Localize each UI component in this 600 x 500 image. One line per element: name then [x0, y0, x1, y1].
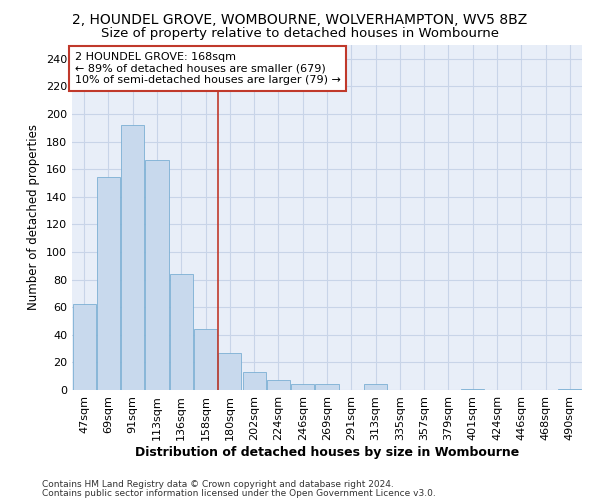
Bar: [316, 384, 338, 390]
X-axis label: Distribution of detached houses by size in Wombourne: Distribution of detached houses by size …: [135, 446, 519, 458]
Bar: [267, 380, 290, 390]
Bar: [145, 160, 169, 390]
Bar: [73, 304, 95, 390]
Bar: [559, 388, 581, 390]
Text: 2 HOUNDEL GROVE: 168sqm
← 89% of detached houses are smaller (679)
10% of semi-d: 2 HOUNDEL GROVE: 168sqm ← 89% of detache…: [74, 52, 340, 85]
Bar: [121, 125, 144, 390]
Bar: [194, 330, 217, 390]
Text: Contains HM Land Registry data © Crown copyright and database right 2024.: Contains HM Land Registry data © Crown c…: [42, 480, 394, 489]
Bar: [291, 384, 314, 390]
Text: Size of property relative to detached houses in Wombourne: Size of property relative to detached ho…: [101, 28, 499, 40]
Text: Contains public sector information licensed under the Open Government Licence v3: Contains public sector information licen…: [42, 488, 436, 498]
Bar: [218, 352, 241, 390]
Bar: [97, 178, 120, 390]
Bar: [242, 372, 266, 390]
Bar: [170, 274, 193, 390]
Bar: [364, 384, 387, 390]
Bar: [461, 388, 484, 390]
Y-axis label: Number of detached properties: Number of detached properties: [28, 124, 40, 310]
Text: 2, HOUNDEL GROVE, WOMBOURNE, WOLVERHAMPTON, WV5 8BZ: 2, HOUNDEL GROVE, WOMBOURNE, WOLVERHAMPT…: [73, 12, 527, 26]
